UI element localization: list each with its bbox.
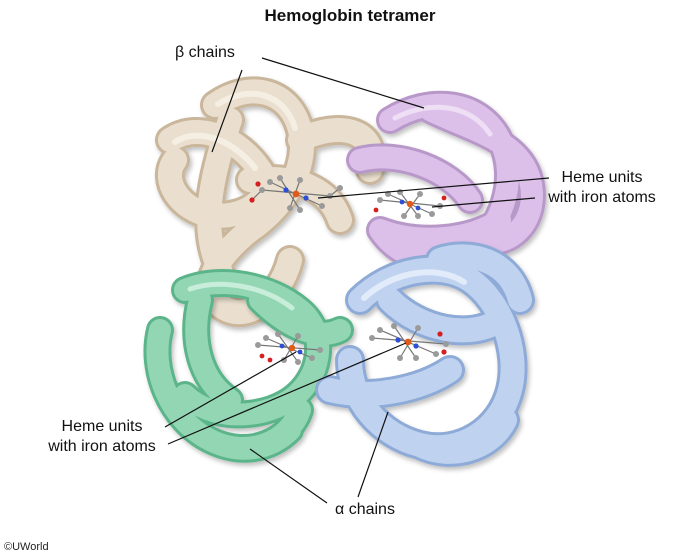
heme-units-label-right: Heme units with iron atoms bbox=[538, 168, 666, 208]
heme-unit-bottom-left bbox=[255, 331, 323, 365]
leader-heme-left-to-bottom-right-heme bbox=[167, 342, 407, 445]
heme-unit-bottom-right bbox=[369, 323, 449, 361]
beta-chains-label: β chains bbox=[175, 44, 235, 61]
heme-units-label-right-line2: with iron atoms bbox=[548, 189, 656, 206]
copyright-notice: ©UWorld bbox=[4, 541, 49, 553]
leader-heme-right-to-top-right-heme bbox=[431, 197, 536, 208]
beta-chain-top-left bbox=[155, 76, 387, 328]
heme-units-label-left-line2: with iron atoms bbox=[48, 438, 156, 455]
heme-unit-top-left bbox=[249, 175, 343, 213]
leader-beta-to-right-chain bbox=[261, 57, 425, 109]
leader-beta-to-left-chain bbox=[211, 69, 243, 153]
heme-units-label-right-line1: Heme units bbox=[561, 169, 643, 186]
leader-alpha-to-left-chain bbox=[249, 448, 328, 504]
alpha-chains-label: α chains bbox=[335, 501, 395, 518]
diagram-title: Hemoglobin tetramer bbox=[264, 6, 436, 25]
leader-heme-left-to-bottom-left-heme bbox=[164, 351, 297, 428]
heme-units-label-left-line1: Heme units bbox=[61, 418, 143, 435]
heme-unit-top-right bbox=[373, 189, 447, 219]
beta-chain-top-right bbox=[346, 90, 546, 275]
heme-units-label-left: Heme units with iron atoms bbox=[36, 417, 168, 457]
alpha-chain-bottom-right bbox=[315, 241, 535, 467]
alpha-chain-bottom-left bbox=[143, 268, 354, 463]
leader-lines bbox=[164, 57, 550, 504]
leader-alpha-to-right-chain bbox=[357, 411, 389, 498]
leader-heme-right-to-top-left-heme bbox=[317, 177, 550, 199]
